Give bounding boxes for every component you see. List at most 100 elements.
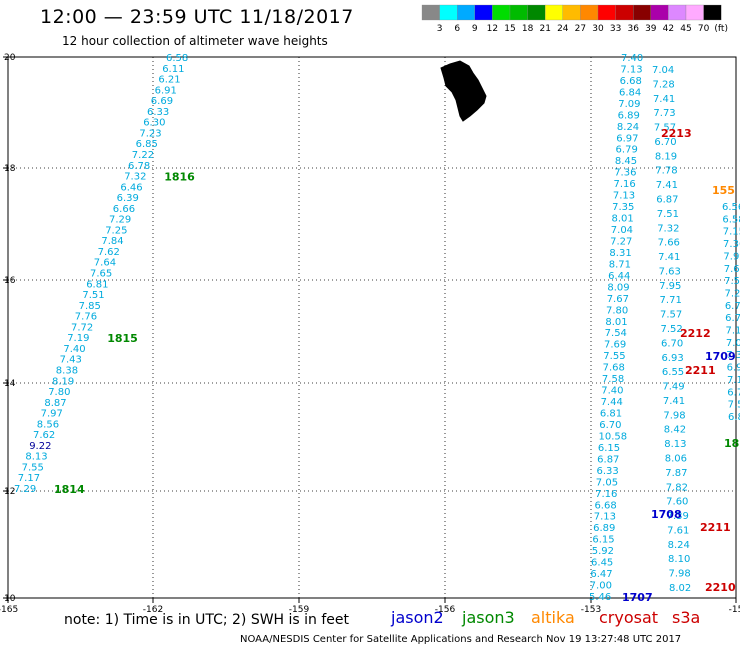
mission-legend-item: altika (531, 608, 575, 627)
x-tick-label: -156 (435, 605, 456, 615)
swh-value: 7.55 (22, 462, 44, 473)
footer-note: note: 1) Time is in UTC; 2) SWH is in fe… (64, 612, 350, 628)
swh-value: 9.22 (29, 441, 51, 452)
swh-value: 6.55 (662, 367, 684, 378)
swh-value: 7.53 (724, 276, 740, 287)
swh-value: 7.98 (663, 410, 685, 421)
swh-value: 7.28 (652, 79, 674, 90)
swh-value: 7.05 (596, 477, 618, 488)
footer-credit: NOAA/NESDIS Center for Satellite Applica… (240, 634, 682, 645)
page-subtitle: 12 hour collection of altimeter wave hei… (62, 34, 328, 48)
swh-value: 6.58 (722, 214, 740, 225)
swh-value: 6.87 (597, 454, 619, 465)
colorbar-label: 27 (575, 24, 586, 34)
swh-value: 7.15 (723, 227, 740, 238)
swh-value: 6.33 (596, 466, 618, 477)
swh-value: 6.93 (661, 353, 683, 364)
swh-value: 7.64 (94, 258, 116, 269)
swh-value: 8.56 (37, 419, 59, 430)
swh-value: 7.41 (663, 396, 685, 407)
swh-value: 7.99 (723, 251, 740, 262)
swh-value: 7.82 (666, 482, 688, 493)
swh-value: 6.69 (151, 96, 173, 107)
swh-value: 7.16 (614, 179, 636, 190)
swh-value: 7.41 (653, 94, 675, 105)
swh-value: 7.63 (659, 266, 681, 277)
swh-value: 7.64 (724, 264, 740, 275)
swh-value: 7.52 (661, 324, 683, 335)
swh-value: 7.71 (660, 295, 682, 306)
colorbar-swatch (685, 4, 704, 21)
island-outline (440, 60, 487, 122)
mission-legend-item: cryosat (599, 608, 659, 627)
swh-value: 7.12 (726, 326, 740, 337)
swh-value: 8.71 (609, 259, 631, 270)
swh-value: 8.31 (609, 248, 631, 259)
colorbar-swatch (703, 4, 722, 21)
mission-legend-item: s3a (672, 608, 701, 627)
pass-time-label: 1814 (54, 483, 85, 496)
swh-value: 7.06 (726, 338, 740, 349)
pass-time-label: 2211 (685, 364, 716, 377)
swh-value: 7.41 (658, 252, 680, 263)
colorbar-label: 30 (592, 24, 604, 34)
swh-value: 8.38 (56, 365, 78, 376)
colorbar-swatch (527, 4, 546, 21)
swh-value: 7.60 (666, 497, 688, 508)
swh-value: 6.81 (86, 279, 108, 290)
swh-value: 7.72 (71, 322, 93, 333)
x-tick-label: -153 (581, 605, 601, 615)
swh-value: 7.22 (132, 150, 154, 161)
hawaii-island-shape (440, 60, 487, 122)
swh-value: 7.13 (620, 64, 642, 75)
swh-value: 7.73 (653, 108, 675, 119)
swh-value: 7.51 (657, 209, 679, 220)
swh-value: 6.70 (661, 338, 683, 349)
map-axes: -165-162-159-156-153-15201816141210 (0, 53, 740, 615)
swh-value: 6.84 (619, 87, 641, 98)
y-tick-label: 10 (4, 594, 16, 604)
swh-value: 8.24 (617, 122, 639, 133)
swh-value: 7.25 (105, 225, 127, 236)
swh-value: 7.62 (98, 247, 120, 258)
swh-value: 8.87 (44, 398, 66, 409)
colorbar-swatch (457, 4, 475, 21)
swh-value: 7.95 (659, 281, 681, 292)
swh-value: 6.47 (590, 569, 612, 580)
swh-value: 7.55 (603, 351, 625, 362)
swh-value: 7.67 (607, 294, 629, 305)
swh-value: 7.11 (727, 375, 740, 386)
colorbar-label: 42 (663, 24, 674, 34)
colorbar-swatch (668, 4, 687, 21)
colorbar-label: 18 (522, 24, 534, 34)
altimeter-tracks: 6.586.116.216.916.696.336.307.236.857.22… (14, 53, 740, 604)
swh-value: 7.51 (82, 290, 104, 301)
swh-value: 5.46 (589, 592, 611, 603)
y-tick-label: 16 (4, 276, 16, 286)
swh-value: 6.91 (155, 85, 177, 96)
swh-value: 7.36 (723, 239, 740, 250)
swh-value: 8.45 (615, 156, 637, 167)
pass-time-label: 1707 (622, 591, 653, 604)
swh-value: 6.89 (618, 110, 640, 121)
swh-value: 7.78 (655, 166, 677, 177)
colorbar-label: 6 (454, 24, 460, 34)
mission-legend-item: jason2 (391, 608, 444, 627)
swh-value: 7.35 (612, 202, 634, 213)
swh-value: 8.24 (668, 540, 690, 551)
swh-value: 6.79 (616, 145, 638, 156)
swh-value: 6.97 (727, 363, 740, 374)
swh-value: 7.29 (109, 215, 131, 226)
swh-value: 7.5 (728, 400, 740, 411)
colorbar-label: 39 (645, 24, 657, 34)
swh-value: 7.49 (662, 382, 684, 393)
colorbar-label: 33 (610, 24, 621, 34)
colorbar-swatch (597, 4, 616, 21)
swh-value: 6.21 (158, 75, 180, 86)
swh-value: 7.36 (614, 168, 636, 179)
swh-value: 7.44 (601, 397, 623, 408)
swh-value: 6.45 (591, 558, 613, 569)
colorbar-label: 36 (627, 24, 639, 34)
swh-value: 7.27 (610, 236, 632, 247)
